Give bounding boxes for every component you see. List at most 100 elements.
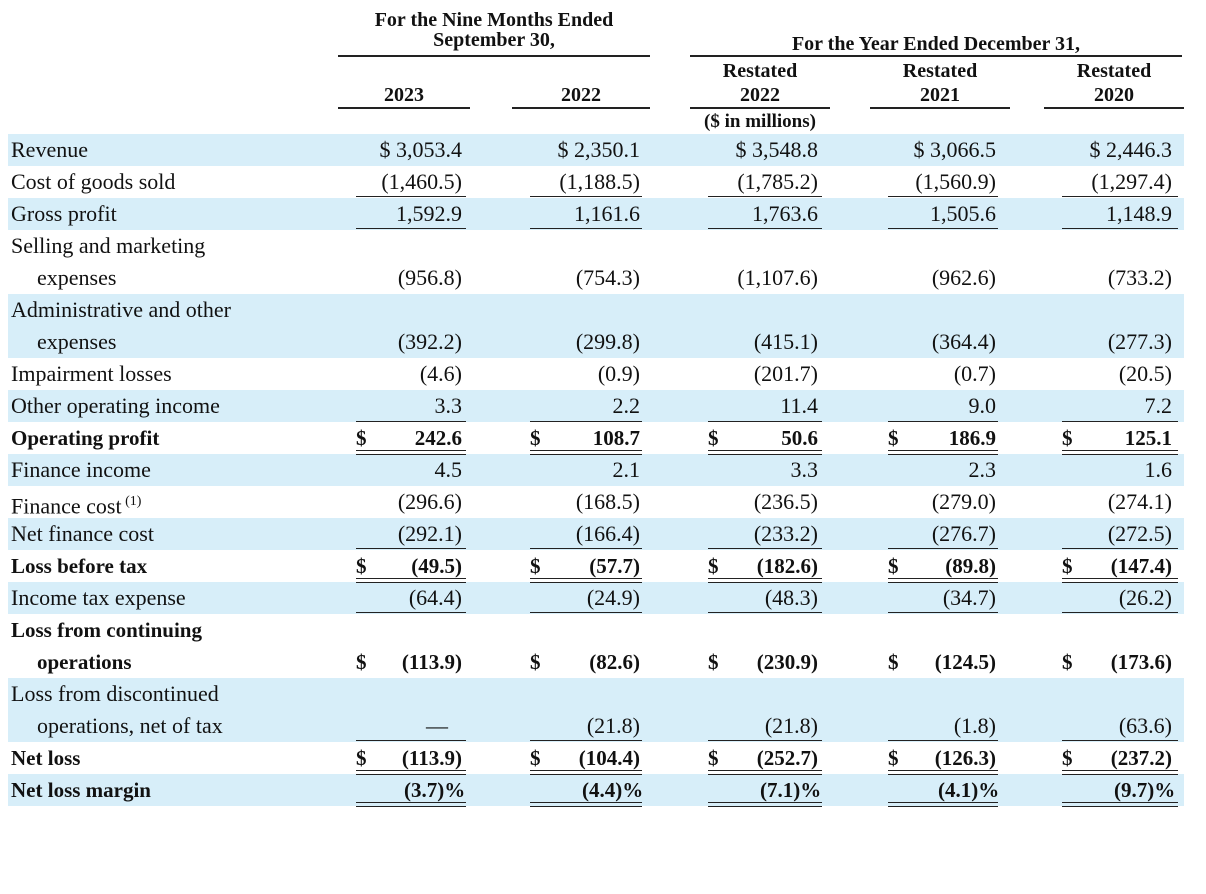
value-text: 1,148.9 xyxy=(1106,201,1172,226)
value-cell: $ (124.5) xyxy=(888,648,996,676)
value-text: 1,161.6 xyxy=(574,201,640,226)
value-text: 242.6 xyxy=(414,426,462,450)
row-label: Impairment losses xyxy=(11,360,172,388)
value-text: 9.0 xyxy=(968,393,997,418)
row-band xyxy=(8,582,1184,614)
row-label-text: Revenue xyxy=(11,137,88,162)
value-cell: (48.3) xyxy=(708,584,818,612)
row-label: Loss from continuing xyxy=(11,618,202,642)
double-underline-rule xyxy=(1062,802,1178,807)
row-label: expenses xyxy=(37,329,117,354)
column-header-rule xyxy=(870,107,1010,109)
value-cell: (299.8) xyxy=(530,328,640,356)
value-text: (4.1) xyxy=(938,778,979,802)
dollar-sign: $ xyxy=(530,650,541,674)
value-cell: $ 3,053.4 xyxy=(356,136,463,164)
underline-rule xyxy=(708,612,822,613)
value-text: (147.4) xyxy=(1110,554,1172,578)
value-cell: (236.5) xyxy=(708,488,818,516)
row-label-text: Cost of goods sold xyxy=(11,169,176,194)
value-cell: (7.1)% xyxy=(760,776,821,804)
value-text: (126.3) xyxy=(934,746,996,770)
underline-rule xyxy=(356,228,466,229)
value-cell: 3.3 xyxy=(356,392,463,420)
double-underline-rule xyxy=(356,450,466,455)
value-text: $ 3,066.5 xyxy=(913,137,997,162)
percent-sign: % xyxy=(978,778,1000,802)
dollar-sign: $ xyxy=(1062,746,1073,770)
column-header-year: 2020 xyxy=(1094,84,1134,106)
value-text: (48.3) xyxy=(764,585,818,610)
value-cell: 1,161.6 xyxy=(530,200,640,228)
value-cell: (962.6) xyxy=(888,264,996,292)
value-text: (21.8) xyxy=(764,713,818,738)
value-text: (1,460.5) xyxy=(381,169,462,194)
underline-rule xyxy=(356,196,466,197)
value-cell: 2.2 xyxy=(530,392,641,420)
value-cell: $125.1 xyxy=(1062,424,1172,452)
value-text: (392.2) xyxy=(397,329,462,354)
double-underline-rule xyxy=(888,770,998,775)
value-text: (21.8) xyxy=(586,713,640,738)
double-underline-rule xyxy=(708,770,822,775)
value-cell: $ 3,548.8 xyxy=(708,136,819,164)
underline-rule xyxy=(708,196,822,197)
value-text: (0.7) xyxy=(953,361,996,386)
dollar-sign: $ xyxy=(708,426,719,450)
dollar-sign: $ xyxy=(356,650,367,674)
value-cell: (26.2) xyxy=(1062,584,1172,612)
dollar-sign: $ xyxy=(356,554,367,578)
dollar-sign: $ xyxy=(530,554,541,578)
row-band xyxy=(8,454,1184,486)
value-text: 1,592.9 xyxy=(396,201,462,226)
value-cell: 2.3 xyxy=(888,456,997,484)
underline-rule xyxy=(530,421,642,422)
value-cell: 11.4 xyxy=(708,392,818,420)
column-header-restated: Restated xyxy=(722,60,798,82)
dollar-sign: $ xyxy=(1062,426,1073,450)
underline-rule xyxy=(530,196,642,197)
row-label: Finance cost (1) xyxy=(11,488,141,520)
value-cell: (201.7) xyxy=(708,360,818,388)
value-text: (1,297.4) xyxy=(1091,169,1172,194)
value-cell: (0.9) xyxy=(530,360,640,388)
value-text: (1,785.2) xyxy=(737,169,818,194)
double-underline-rule xyxy=(356,578,466,583)
row-label-text: Finance cost xyxy=(11,493,122,519)
row-band xyxy=(8,134,1184,166)
underline-rule xyxy=(530,228,642,229)
value-cell: (277.3) xyxy=(1062,328,1172,356)
column-header-restated: Restated xyxy=(1076,60,1152,82)
value-text: (296.6) xyxy=(397,489,462,514)
row-label: Finance income xyxy=(11,456,151,484)
double-underline-rule xyxy=(888,450,998,455)
value-text: $ 2,350.1 xyxy=(557,137,641,162)
value-cell: (1,560.9) xyxy=(888,168,996,196)
underline-rule xyxy=(888,421,998,422)
value-cell: (392.2) xyxy=(356,328,462,356)
row-label-text: Impairment losses xyxy=(11,361,172,386)
value-cell: (296.6) xyxy=(356,488,462,516)
dollar-sign: $ xyxy=(356,426,367,450)
row-label: Gross profit xyxy=(11,200,117,228)
value-cell: $ 3,066.5 xyxy=(888,136,997,164)
value-cell: $ (113.9) xyxy=(356,648,462,676)
underline-rule xyxy=(888,196,998,197)
units-label: ($ in millions) xyxy=(704,111,816,132)
value-text: (1,107.6) xyxy=(737,265,818,290)
value-text: (1.8) xyxy=(953,713,996,738)
row-label-text: Loss before tax xyxy=(11,554,148,578)
value-cell: (21.8) xyxy=(708,712,818,740)
value-text: (124.5) xyxy=(934,650,996,674)
value-text: (0.9) xyxy=(597,361,640,386)
value-text: (236.5) xyxy=(753,489,818,514)
dollar-sign: $ xyxy=(888,650,899,674)
dollar-sign: $ xyxy=(708,554,719,578)
value-cell: $50.6 xyxy=(708,424,818,452)
value-text: (237.2) xyxy=(1110,746,1172,770)
double-underline-rule xyxy=(356,770,466,775)
value-cell: (9.7)% xyxy=(1114,776,1175,804)
value-text: (233.2) xyxy=(753,521,818,546)
value-cell: (1,297.4) xyxy=(1062,168,1172,196)
value-text: (276.7) xyxy=(931,521,996,546)
